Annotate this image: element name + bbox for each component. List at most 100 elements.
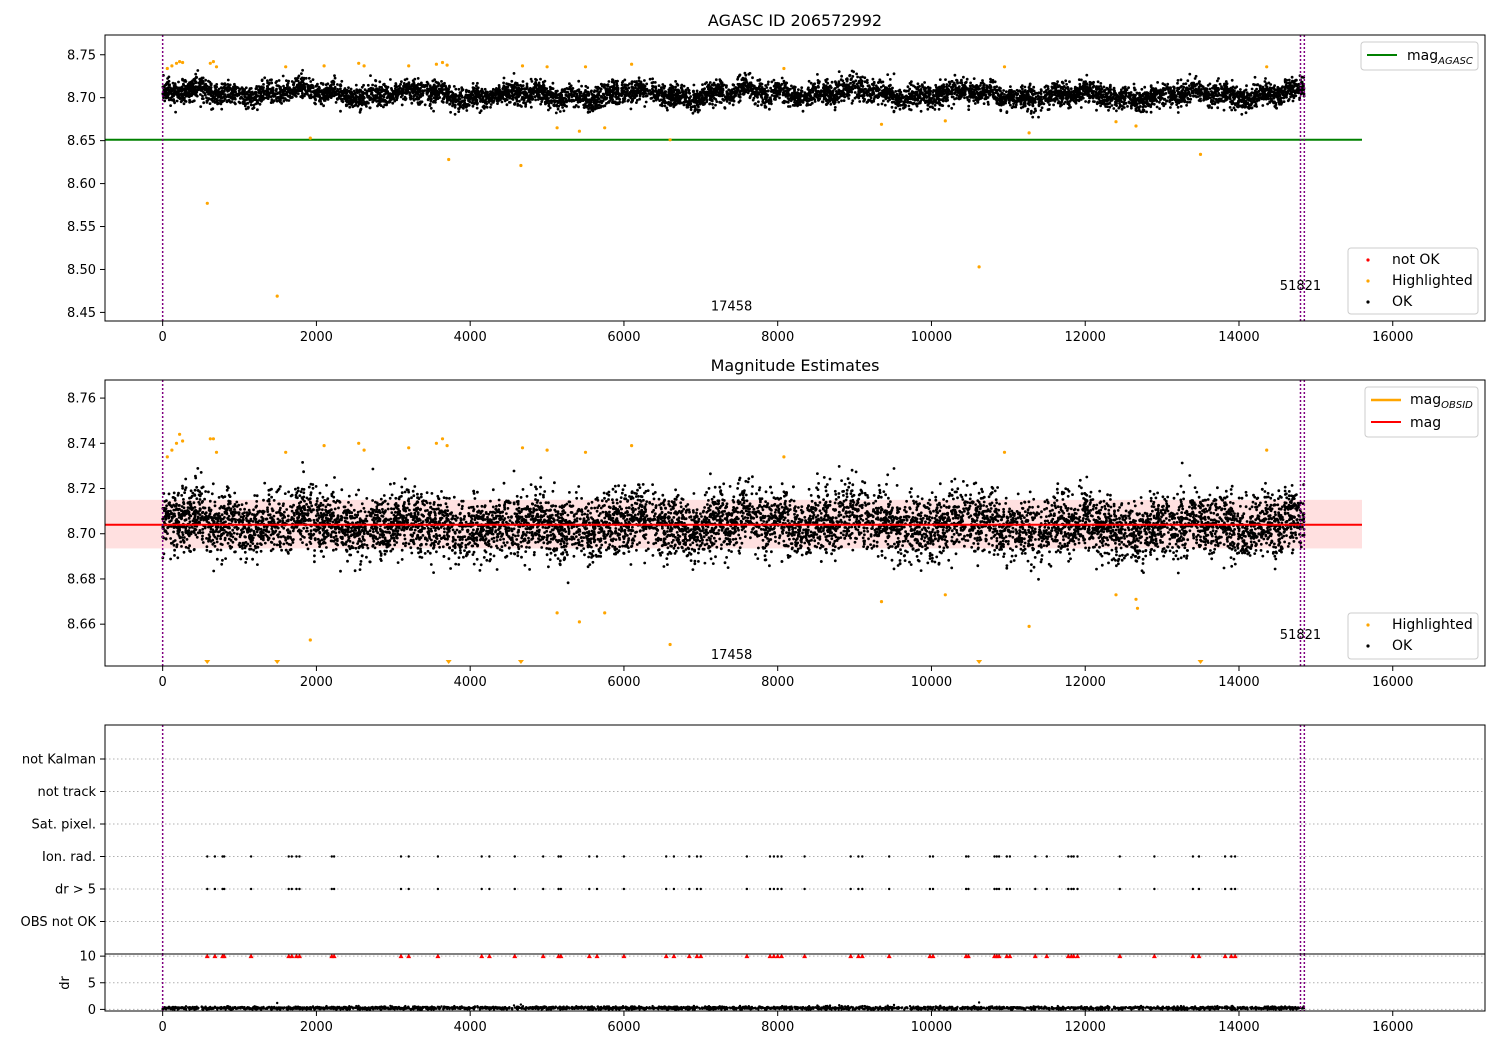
ok-point bbox=[695, 89, 699, 93]
ok-point bbox=[730, 88, 734, 92]
ok-point bbox=[645, 82, 649, 86]
ok-point bbox=[394, 82, 398, 85]
ok-point bbox=[1077, 78, 1081, 81]
ok-point bbox=[534, 98, 537, 102]
ok-point bbox=[1155, 92, 1159, 96]
ok-point bbox=[674, 80, 677, 83]
ok-point bbox=[871, 77, 875, 81]
ok-point bbox=[520, 84, 523, 88]
ok-point bbox=[365, 105, 368, 108]
ok-point bbox=[1194, 91, 1198, 95]
ok-point bbox=[556, 101, 560, 105]
ok-point bbox=[816, 81, 820, 85]
ok-point bbox=[411, 91, 415, 95]
ok-point bbox=[853, 84, 857, 88]
ok-point bbox=[816, 79, 820, 82]
ok-point bbox=[648, 77, 652, 81]
ok-point bbox=[818, 97, 822, 101]
ok-point bbox=[851, 85, 854, 89]
ok-point bbox=[866, 81, 869, 84]
ok-point bbox=[258, 91, 261, 95]
ok-point bbox=[657, 84, 661, 87]
ok-point bbox=[1130, 106, 1133, 110]
ok-point bbox=[841, 79, 845, 83]
ok-point bbox=[1216, 79, 1219, 83]
ok-point bbox=[894, 106, 898, 110]
ok-point bbox=[596, 100, 600, 103]
ok-point bbox=[770, 90, 774, 93]
ok-point bbox=[1179, 78, 1183, 82]
ok-point bbox=[890, 105, 894, 109]
ok-point bbox=[809, 81, 813, 85]
ok-point bbox=[1168, 100, 1172, 104]
ok-point bbox=[1006, 93, 1010, 97]
ok-point bbox=[268, 78, 272, 82]
ok-point bbox=[220, 107, 224, 111]
ok-point bbox=[476, 81, 479, 85]
ok-point bbox=[837, 100, 841, 104]
ok-point bbox=[163, 99, 167, 103]
ok-point bbox=[842, 99, 846, 102]
ok-point bbox=[528, 100, 532, 104]
ok-point bbox=[471, 86, 475, 89]
ok-point bbox=[809, 96, 813, 100]
ok-point bbox=[570, 98, 573, 102]
ok-point bbox=[623, 78, 627, 82]
ok-point bbox=[879, 80, 883, 84]
ok-point bbox=[1149, 110, 1153, 114]
ok-point bbox=[962, 75, 965, 79]
ok-point bbox=[834, 90, 838, 93]
ok-point bbox=[489, 105, 492, 109]
ok-point bbox=[618, 98, 622, 101]
ok-point bbox=[307, 76, 311, 80]
ok-point bbox=[1099, 104, 1102, 108]
ok-point bbox=[737, 100, 741, 104]
ok-point bbox=[1099, 82, 1103, 85]
ok-point bbox=[1093, 100, 1096, 103]
ok-point bbox=[578, 96, 582, 100]
ok-point bbox=[199, 105, 203, 108]
ok-point bbox=[578, 94, 581, 98]
ok-point bbox=[580, 84, 583, 88]
ok-point bbox=[1176, 81, 1179, 85]
ok-point bbox=[459, 92, 463, 96]
ok-point bbox=[906, 85, 910, 89]
ok-point bbox=[287, 99, 291, 102]
ok-point bbox=[287, 79, 290, 83]
ok-point bbox=[313, 101, 316, 105]
ok-point bbox=[1079, 106, 1083, 109]
ok-point bbox=[816, 73, 819, 76]
ok-point bbox=[937, 107, 941, 111]
ok-point bbox=[1156, 81, 1159, 84]
ok-point bbox=[824, 103, 828, 106]
ok-point bbox=[1121, 86, 1125, 90]
ok-point bbox=[787, 105, 790, 108]
ok-point bbox=[911, 102, 915, 106]
ok-point bbox=[413, 77, 417, 81]
ok-point bbox=[1176, 105, 1180, 109]
ok-point bbox=[1210, 106, 1214, 110]
ok-point bbox=[1250, 87, 1254, 91]
ok-point bbox=[967, 108, 971, 111]
ok-point bbox=[1244, 88, 1248, 92]
ok-point bbox=[548, 106, 552, 110]
ok-point bbox=[529, 77, 533, 81]
ok-point bbox=[856, 75, 859, 79]
ok-point bbox=[982, 102, 986, 105]
ok-point bbox=[540, 85, 544, 89]
ok-point bbox=[371, 83, 374, 87]
ok-point bbox=[711, 106, 715, 110]
ok-point bbox=[1188, 72, 1192, 76]
ok-point bbox=[950, 106, 954, 110]
ok-point bbox=[833, 94, 837, 97]
ok-point bbox=[565, 105, 568, 108]
ok-point bbox=[780, 76, 784, 80]
ok-point bbox=[1099, 85, 1103, 88]
ok-point bbox=[957, 85, 961, 89]
ok-point bbox=[1092, 85, 1095, 88]
ok-point bbox=[577, 88, 581, 92]
ok-point bbox=[323, 92, 327, 95]
ok-point bbox=[489, 103, 493, 106]
ok-point bbox=[213, 86, 217, 89]
ok-point bbox=[229, 86, 232, 90]
